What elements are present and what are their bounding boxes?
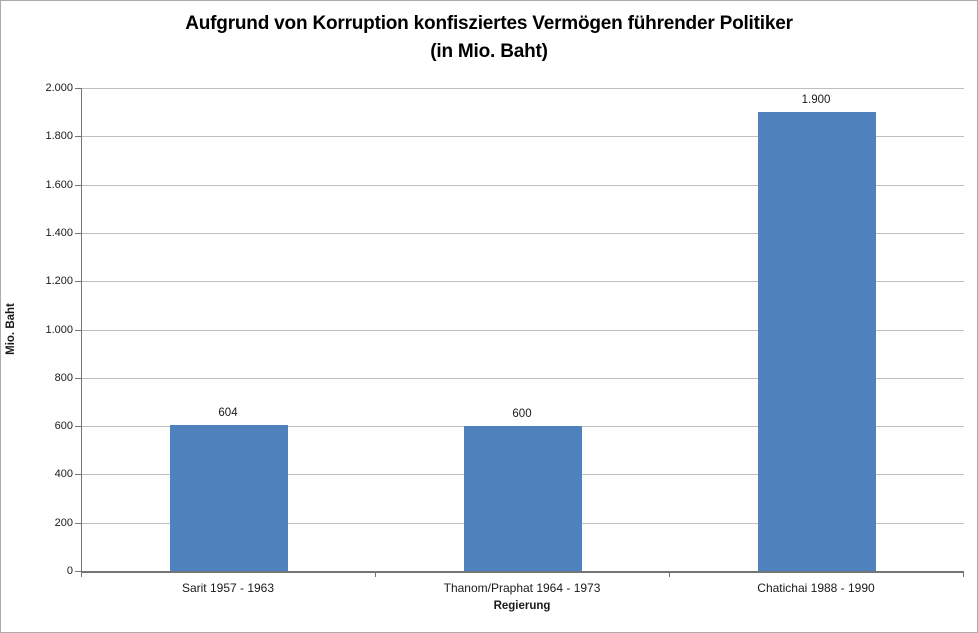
gridline bbox=[82, 184, 964, 186]
y-tick-label: 0 bbox=[66, 565, 73, 577]
y-tick bbox=[75, 329, 81, 331]
y-tick bbox=[75, 184, 81, 186]
y-tick bbox=[75, 522, 81, 524]
y-tick bbox=[75, 136, 81, 138]
plot-area bbox=[81, 88, 964, 573]
chart-title: Aufgrund von Korruption konfisziertes Ve… bbox=[185, 13, 793, 34]
y-tick-label: 400 bbox=[54, 468, 73, 481]
x-tick bbox=[81, 573, 82, 577]
y-tick bbox=[75, 571, 81, 572]
y-tick-label: 1.400 bbox=[45, 226, 73, 239]
bar-value-label: 600 bbox=[512, 408, 532, 420]
y-tick bbox=[75, 88, 81, 89]
y-tick-label: 1.000 bbox=[45, 323, 73, 336]
y-tick-label: 1.200 bbox=[45, 275, 73, 288]
y-tick bbox=[75, 474, 81, 476]
x-axis-title: Regierung bbox=[493, 600, 551, 612]
x-tick bbox=[669, 573, 670, 577]
chart-subtitle: (in Mio. Baht) bbox=[430, 41, 548, 62]
y-tick bbox=[75, 232, 81, 234]
category-label: Chatichai 1988 - 1990 bbox=[757, 581, 875, 595]
y-tick bbox=[75, 281, 81, 283]
y-tick-label: 2.000 bbox=[45, 82, 73, 94]
bar-value-label: 604 bbox=[218, 407, 238, 419]
bar bbox=[758, 112, 876, 571]
gridline bbox=[82, 377, 964, 379]
bar-value-label: 1.900 bbox=[801, 94, 831, 106]
x-tick bbox=[375, 573, 376, 577]
y-tick bbox=[75, 377, 81, 379]
gridline bbox=[82, 88, 964, 89]
gridline bbox=[82, 329, 964, 331]
gridline bbox=[82, 281, 964, 283]
gridline bbox=[82, 136, 964, 138]
y-tick-label: 800 bbox=[54, 371, 73, 384]
y-tick-label: 600 bbox=[54, 420, 73, 433]
bar bbox=[170, 425, 288, 571]
y-tick-label: 1.800 bbox=[45, 130, 73, 143]
x-tick bbox=[963, 573, 964, 577]
y-tick bbox=[75, 426, 81, 428]
y-tick-label: 1.600 bbox=[45, 178, 73, 191]
category-label: Thanom/Praphat 1964 - 1973 bbox=[443, 581, 601, 595]
bar bbox=[464, 426, 582, 571]
gridline bbox=[82, 232, 964, 234]
category-label: Sarit 1957 - 1963 bbox=[181, 581, 275, 595]
y-tick-label: 200 bbox=[54, 516, 73, 529]
